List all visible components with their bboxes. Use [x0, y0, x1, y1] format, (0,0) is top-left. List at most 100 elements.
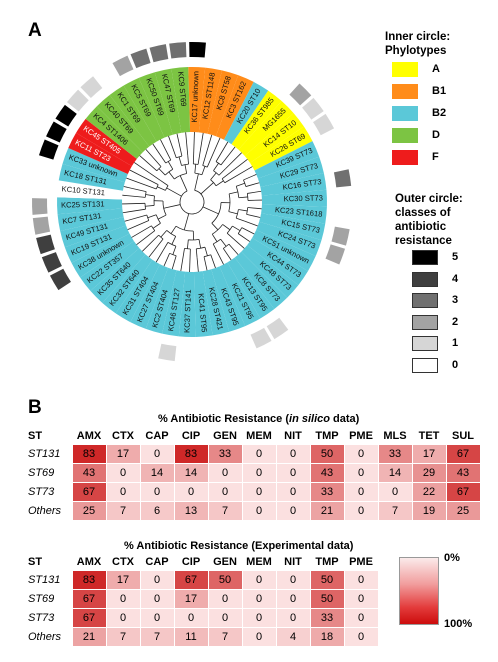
branch [183, 213, 190, 231]
resistance-ring-33 [49, 268, 71, 291]
silico-title-suffix: data) [329, 413, 360, 425]
phylotype-band-25 [178, 271, 196, 337]
st-label: ST73 [28, 486, 55, 498]
st-column-header: ST [28, 430, 43, 443]
heatmap-cell-CTX: 17 [105, 570, 141, 590]
heatmap-cell-SUL: 67 [445, 444, 481, 464]
branch [220, 238, 227, 247]
heatmap-cell-CAP: 0 [139, 482, 175, 502]
branch [126, 177, 157, 190]
leaf-label: KC17 unknown [190, 71, 201, 123]
tree-branches [122, 132, 262, 272]
branch-arc [144, 191, 147, 198]
heatmap-cell-GEN: 0 [207, 608, 243, 628]
antibiotic-header-CTX: CTX [112, 430, 134, 442]
resistance-class-label-5: 5 [452, 251, 459, 263]
heatmap-cell-AMX: 67 [71, 482, 107, 502]
resistance-class-swatch-4 [412, 271, 438, 287]
resistance-ring-7 [302, 97, 324, 120]
heatmap-cell-CIP: 13 [173, 501, 209, 521]
phylotype-band-36 [57, 208, 124, 231]
resistance-class-label-3: 3 [452, 294, 459, 306]
resistance-ring-21 [250, 327, 272, 349]
branch [122, 208, 146, 214]
branch [134, 162, 161, 181]
branch [238, 209, 248, 212]
heatmap-cell-PME: 0 [343, 482, 379, 502]
phylotype-band-1 [198, 67, 222, 134]
branch-arc [213, 238, 221, 245]
silico-title-prefix: % Antibiotic Resistance ( [158, 413, 290, 425]
branch [148, 238, 164, 258]
heatmap-cell-PME: 0 [343, 589, 379, 609]
antibiotic-header-CAP: CAP [145, 430, 169, 442]
antibiotic-header-GEN: GEN [213, 430, 237, 442]
branch [194, 164, 197, 174]
branch [247, 207, 262, 210]
branch [211, 222, 219, 231]
heatmap-cell-GEN: 7 [207, 627, 243, 647]
heatmap-cell-CAP: 6 [139, 501, 175, 521]
resistance-class-label-2: 2 [452, 315, 459, 328]
heatmap-cell-AMX: 67 [71, 608, 107, 628]
heatmap-cell-TMP: 50 [309, 444, 345, 464]
phylotype-band-47 [138, 72, 173, 138]
branch [160, 139, 172, 161]
phylotype-band-38 [57, 180, 123, 200]
branch-arc [202, 165, 208, 168]
phylotype-band-2 [207, 70, 239, 137]
heatmap-cell-MEM: 0 [241, 463, 277, 483]
branch [221, 158, 248, 180]
branch [210, 254, 216, 269]
heatmap-cell-SUL: 67 [445, 482, 481, 502]
phylotype-swatch-B2 [392, 106, 418, 121]
inner-circle-title-line1: Inner circle: [385, 31, 451, 43]
inner-circle-title-line2: Phylotypes [385, 45, 447, 57]
branch [192, 132, 195, 165]
antibiotic-header-CTX: CTX [112, 556, 134, 568]
phylotype-band-20 [227, 257, 275, 319]
heatmap-cell-CIP: 67 [173, 570, 209, 590]
resistance-ring-44 [80, 76, 103, 99]
phylotype-band-43 [85, 106, 143, 159]
branch-arc [165, 159, 171, 164]
phylotype-band-17 [247, 237, 308, 286]
heatmap-cell-CIP: 14 [173, 463, 209, 483]
resistance-class-label-0: 0 [452, 358, 459, 371]
heatmap-cell-NIT: 0 [275, 589, 311, 609]
resistance-ring-47 [130, 48, 151, 69]
branch [222, 224, 231, 231]
heatmap-cell-GEN: 50 [207, 570, 243, 590]
heatmap-cell-AMX: 21 [71, 627, 107, 647]
phylotype-swatch-D [392, 128, 418, 143]
branch [168, 135, 177, 158]
branch-arc [144, 203, 146, 210]
phylotype-band-21 [219, 262, 261, 327]
st-label: Others [28, 631, 62, 643]
heatmap-header-row: ST AMX CTX CAP CIP GEN MEM NIT TMP PME [28, 554, 378, 571]
st-label: Others [28, 505, 62, 517]
heatmap-cell-TMP: 50 [309, 570, 345, 590]
branch [232, 225, 241, 232]
branch [226, 232, 235, 240]
resistance-ring-14 [331, 226, 350, 246]
phylotype-band-41 [68, 132, 132, 174]
branch [187, 155, 189, 165]
outer-circle-title: Outer circle: classes of antibiotic resi… [395, 192, 463, 248]
branch [247, 190, 262, 194]
heatmap-cell-TET: 29 [411, 463, 447, 483]
heatmap-row: ST69 43 0 14 14 0 0 0 43 0 14 29 43 [28, 463, 481, 483]
branch-arc [196, 246, 206, 250]
resistance-ring-49 [169, 42, 187, 59]
branch [147, 214, 157, 219]
heatmap-cell-CTX: 0 [105, 482, 141, 502]
st-label: ST73 [28, 612, 55, 624]
phylotype-band-37 [56, 197, 123, 215]
phylotype-band-11 [260, 173, 327, 196]
phylotype-band-6 [238, 101, 294, 156]
heatmap-row: ST69 67 0 0 17 0 0 0 50 0 [28, 589, 379, 609]
branch [236, 217, 245, 222]
heatmap-cell-PME: 0 [343, 627, 379, 647]
phylotype-band-19 [234, 251, 288, 309]
heatmap-cell-PME: 0 [343, 570, 379, 590]
